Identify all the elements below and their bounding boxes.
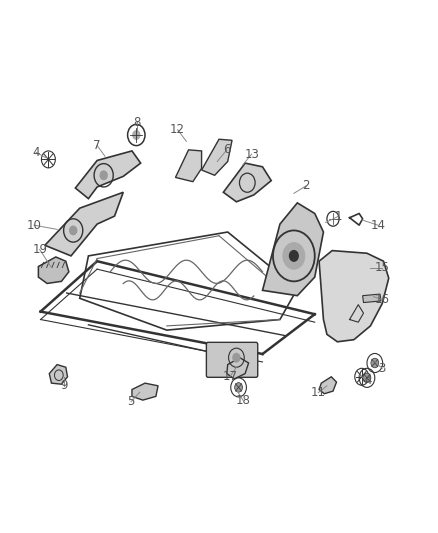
Text: 2: 2 — [302, 180, 310, 192]
Polygon shape — [227, 358, 249, 379]
Text: 8: 8 — [134, 116, 141, 129]
Circle shape — [233, 353, 240, 362]
Text: 19: 19 — [32, 243, 47, 256]
Polygon shape — [39, 257, 69, 284]
Polygon shape — [319, 251, 389, 342]
Text: 14: 14 — [371, 219, 385, 232]
Circle shape — [70, 226, 77, 235]
Text: 17: 17 — [223, 370, 237, 383]
Text: 7: 7 — [93, 139, 101, 152]
Text: 15: 15 — [375, 261, 390, 274]
Circle shape — [133, 131, 140, 139]
Circle shape — [100, 171, 107, 180]
Text: 4: 4 — [32, 146, 40, 159]
FancyBboxPatch shape — [206, 342, 258, 377]
Polygon shape — [262, 203, 323, 296]
Polygon shape — [201, 139, 232, 175]
Polygon shape — [45, 192, 123, 256]
Text: 18: 18 — [236, 393, 251, 407]
Text: 16: 16 — [374, 293, 390, 306]
Circle shape — [235, 383, 243, 392]
Text: 9: 9 — [61, 379, 68, 392]
Text: 3: 3 — [378, 362, 386, 375]
Polygon shape — [319, 377, 336, 394]
Polygon shape — [176, 150, 201, 182]
Text: 12: 12 — [170, 123, 185, 136]
Text: 4: 4 — [364, 374, 371, 387]
Circle shape — [290, 251, 298, 261]
Polygon shape — [49, 365, 67, 384]
Text: 13: 13 — [244, 148, 259, 160]
Text: 1: 1 — [335, 209, 343, 223]
Polygon shape — [363, 294, 381, 303]
Circle shape — [283, 243, 305, 269]
Polygon shape — [223, 163, 271, 202]
Text: 5: 5 — [127, 395, 135, 408]
Circle shape — [371, 358, 379, 368]
Circle shape — [363, 373, 371, 383]
Text: 6: 6 — [223, 143, 230, 156]
Text: 11: 11 — [311, 386, 326, 399]
Polygon shape — [132, 383, 158, 400]
Polygon shape — [75, 151, 141, 199]
Text: 10: 10 — [27, 219, 42, 232]
